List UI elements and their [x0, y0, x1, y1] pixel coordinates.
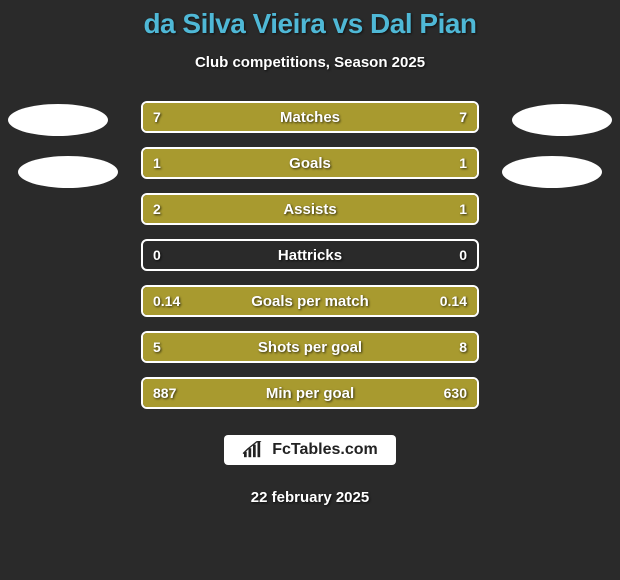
- subtitle: Club competitions, Season 2025: [195, 54, 425, 71]
- stat-label: Matches: [143, 103, 477, 131]
- chart-area: 7Matches71Goals12Assists10Hattricks00.14…: [0, 101, 620, 423]
- stat-label: Goals per match: [143, 287, 477, 315]
- stat-value-right: 0: [459, 241, 467, 269]
- date-label: 22 february 2025: [251, 489, 369, 506]
- stat-value-right: 1: [459, 149, 467, 177]
- comparison-container: da Silva Vieira vs Dal Pian Club competi…: [0, 0, 620, 580]
- player-left-badge-placeholder: [18, 156, 118, 188]
- chart-icon: [242, 441, 264, 459]
- page-title: da Silva Vieira vs Dal Pian: [143, 8, 476, 40]
- stat-row: 0Hattricks0: [141, 239, 479, 271]
- stat-row: 1Goals1: [141, 147, 479, 179]
- stat-value-right: 7: [459, 103, 467, 131]
- stat-label: Hattricks: [143, 241, 477, 269]
- stat-value-right: 8: [459, 333, 467, 361]
- stat-label: Assists: [143, 195, 477, 223]
- stat-row: 887Min per goal630: [141, 377, 479, 409]
- stat-value-right: 0.14: [440, 287, 467, 315]
- stat-row: 0.14Goals per match0.14: [141, 285, 479, 317]
- stat-row: 5Shots per goal8: [141, 331, 479, 363]
- stat-label: Shots per goal: [143, 333, 477, 361]
- stat-label: Goals: [143, 149, 477, 177]
- branding-text: FcTables.com: [272, 441, 378, 459]
- player-right-avatar-placeholder: [512, 104, 612, 136]
- player-right-badge-placeholder: [502, 156, 602, 188]
- stat-value-right: 1: [459, 195, 467, 223]
- player-left-avatar-placeholder: [8, 104, 108, 136]
- stat-row: 2Assists1: [141, 193, 479, 225]
- stat-label: Min per goal: [143, 379, 477, 407]
- branding-badge: FcTables.com: [224, 435, 396, 465]
- stat-value-right: 630: [444, 379, 467, 407]
- stats-rows: 7Matches71Goals12Assists10Hattricks00.14…: [141, 101, 479, 423]
- stat-row: 7Matches7: [141, 101, 479, 133]
